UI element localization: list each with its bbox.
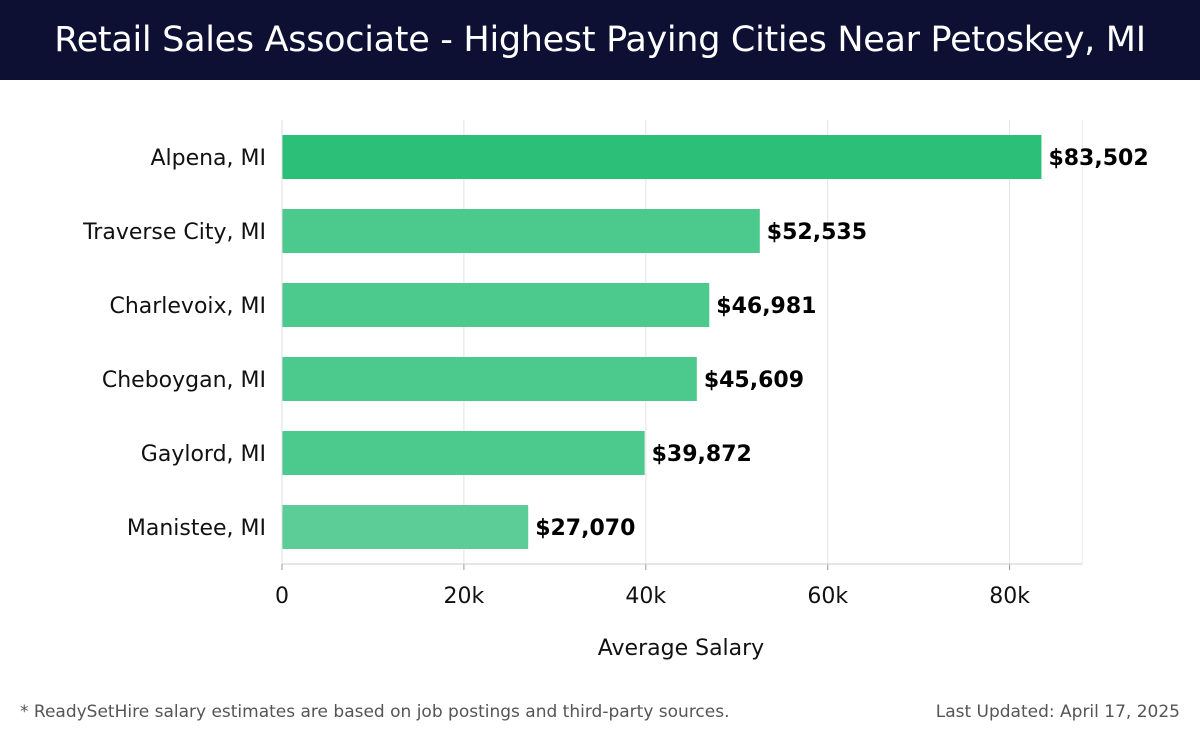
value-label: $83,502: [1048, 146, 1148, 171]
bar: [282, 135, 1042, 179]
x-tick-label: 60k: [807, 584, 848, 609]
grid-lines: [281, 120, 1083, 564]
x-tick-label: 0: [275, 584, 289, 609]
value-label: $45,609: [704, 368, 804, 393]
salary-bar-chart: Alpena, MI $83,502 Traverse City, MI $52,53…: [82, 120, 1149, 661]
x-tick-label: 80k: [989, 584, 1030, 609]
bar: [282, 209, 760, 253]
last-updated: Last Updated: April 17, 2025: [935, 702, 1180, 722]
bar: [282, 283, 710, 327]
value-label: $39,872: [652, 442, 752, 467]
value-label: $52,535: [767, 220, 867, 245]
title-bar: Retail Sales Associate - Highest Paying …: [0, 0, 1200, 80]
category-label: Charlevoix, MI: [109, 294, 266, 319]
category-label: Traverse City, MI: [82, 220, 266, 245]
category-label: Alpena, MI: [150, 146, 266, 171]
bar: [282, 431, 645, 475]
value-label: $27,070: [535, 516, 635, 541]
category-label: Manistee, MI: [127, 516, 266, 541]
chart-title: Retail Sales Associate - Highest Paying …: [54, 20, 1146, 60]
bar: [282, 357, 697, 401]
category-label: Gaylord, MI: [141, 442, 266, 467]
x-axis-title: Average Salary: [598, 636, 764, 661]
footer-note: * ReadySetHire salary estimates are base…: [20, 702, 730, 722]
x-tick-label: 20k: [444, 584, 485, 609]
x-tick-label: 40k: [625, 584, 666, 609]
bar: [282, 505, 529, 549]
x-axis: 0 20k 40k 60k 80k: [275, 120, 1083, 609]
category-label: Cheboygan, MI: [102, 368, 266, 393]
bars: Alpena, MI $83,502 Traverse City, MI $52,53…: [82, 135, 1149, 549]
value-label: $46,981: [716, 294, 816, 319]
